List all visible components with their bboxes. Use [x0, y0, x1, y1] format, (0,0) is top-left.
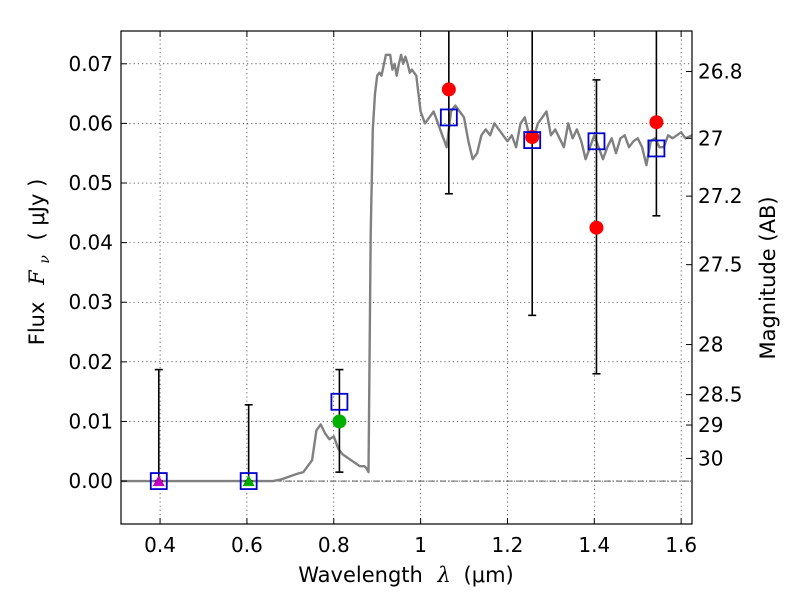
model-flux-marker [149, 472, 168, 490]
y-tick-label: 0.00 [68, 469, 113, 493]
magnitude-tick-label: 29 [698, 413, 723, 437]
plot-frame [120, 30, 693, 525]
x-tick-label: 0.4 [144, 533, 176, 557]
observed-flux-marker [649, 115, 664, 130]
model-flux-marker [647, 139, 666, 158]
x-tick-label: 0.8 [318, 533, 350, 557]
y-tick-label: 0.07 [68, 52, 113, 76]
x-axis-label: Wavelength λ (μm) [298, 563, 513, 587]
magnitude-tick-label: 26.8 [698, 60, 743, 84]
model-flux-marker [523, 131, 542, 149]
observed-flux-marker [525, 130, 540, 145]
sed-model-curve [121, 53, 693, 483]
magnitude-tick-label: 27.2 [698, 184, 743, 208]
x-axis-ticks: 0.4 0.6 0.8 1 1.2 1.4 1.6 [144, 31, 697, 557]
model-flux-marker [587, 132, 606, 151]
magnitude-axis-label: Magnitude (AB) [756, 196, 780, 359]
magnitude-axis-ticks: 26.8 27 27.2 27.5 28 28.5 29 30 [686, 60, 743, 470]
y-tick-label: 0.02 [68, 350, 113, 374]
observed-upper-limit-marker [152, 475, 165, 487]
y-tick-label: 0.03 [68, 290, 113, 314]
magnitude-tick-label: 28.5 [698, 383, 743, 407]
observed-points [152, 82, 664, 487]
observed-upper-limit-marker [242, 475, 255, 487]
y-tick-label: 0.05 [68, 171, 113, 195]
model-points [149, 108, 666, 490]
y-axis-ticks: 0.00 0.01 0.02 0.03 0.04 0.05 0.06 0.07 [68, 52, 127, 493]
model-flux-marker [439, 108, 458, 127]
model-flux-marker [239, 472, 258, 490]
grid-lines [121, 31, 692, 524]
y-tick-label: 0.01 [68, 409, 113, 433]
observed-flux-marker [332, 414, 347, 429]
x-tick-label: 1.2 [492, 533, 524, 557]
model-flux-marker [330, 392, 349, 411]
y-tick-label: 0.04 [68, 231, 113, 255]
y-axis-label: Flux F ν ( μJy ) [25, 179, 54, 346]
magnitude-tick-label: 28 [698, 333, 723, 357]
magnitude-tick-label: 27.5 [698, 253, 743, 277]
x-tick-label: 1.4 [578, 533, 610, 557]
y-tick-label: 0.06 [68, 111, 113, 135]
x-tick-label: 1.6 [665, 533, 697, 557]
observed-flux-marker [589, 220, 604, 235]
x-tick-label: 1 [414, 533, 427, 557]
magnitude-tick-label: 27 [698, 126, 723, 150]
x-tick-label: 0.6 [231, 533, 263, 557]
error-bars [154, 31, 661, 482]
observed-flux-marker [441, 82, 456, 97]
magnitude-tick-label: 30 [698, 446, 723, 470]
